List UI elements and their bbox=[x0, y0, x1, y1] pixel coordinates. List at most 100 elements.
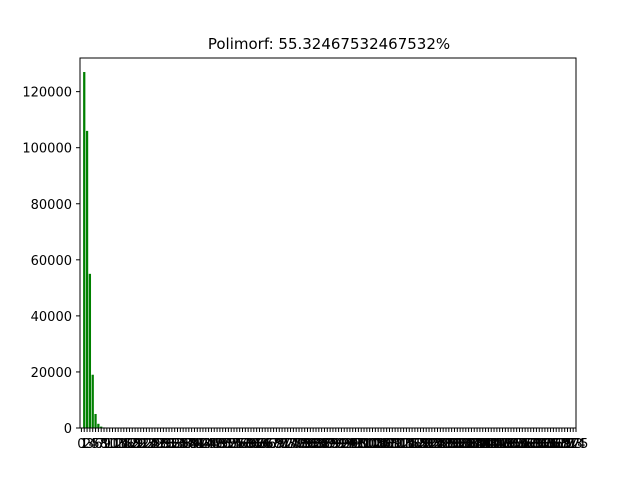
x-tick-label: 125 bbox=[422, 437, 447, 452]
x-tick-label: 120 bbox=[408, 437, 433, 452]
x-tick-label: 4 bbox=[89, 437, 97, 452]
x-tick-label: 49 bbox=[212, 437, 229, 452]
x-tick-label: 130 bbox=[436, 437, 461, 452]
x-tick-label: 58 bbox=[237, 437, 254, 452]
x-tick-label: 43 bbox=[195, 437, 212, 452]
x-tick-label: 70 bbox=[271, 437, 288, 452]
x-tick-label: 31 bbox=[161, 437, 178, 452]
x-tick-label: 170 bbox=[549, 437, 574, 452]
bar-3 bbox=[88, 273, 92, 428]
x-tick-label: 94 bbox=[339, 437, 356, 452]
x-tick-label: 173 bbox=[558, 437, 583, 452]
x-tick-label: 26 bbox=[147, 437, 164, 452]
x-tick-label: 46 bbox=[203, 437, 220, 452]
x-tick-label: 156 bbox=[510, 437, 535, 452]
x-tick-label: 105 bbox=[366, 437, 391, 452]
x-tick-label: 50 bbox=[214, 437, 231, 452]
plot-frame bbox=[79, 57, 577, 429]
x-tick-label: 34 bbox=[169, 437, 186, 452]
x-tick-label: 121 bbox=[411, 437, 436, 452]
x-tick-label: 72 bbox=[277, 437, 294, 452]
x-tick-label: 174 bbox=[561, 437, 586, 452]
x-tick-label: 38 bbox=[181, 437, 198, 452]
x-tick-label: 135 bbox=[451, 437, 476, 452]
x-tick-label: 133 bbox=[445, 437, 470, 452]
y-tick-label: 60000 bbox=[31, 254, 72, 269]
y-tick-label: 100000 bbox=[22, 142, 72, 157]
x-tick-label: 131 bbox=[439, 437, 464, 452]
x-tick-label: 42 bbox=[192, 437, 209, 452]
x-tick-label: 90 bbox=[327, 437, 344, 452]
x-tick-label: 113 bbox=[388, 437, 413, 452]
x-tick-label: 118 bbox=[402, 437, 427, 452]
x-tick-label: 115 bbox=[394, 437, 419, 452]
x-tick-label: 11 bbox=[104, 437, 121, 452]
bar-5 bbox=[94, 413, 97, 428]
x-tick-label: 171 bbox=[552, 437, 577, 452]
bar-4 bbox=[91, 374, 94, 428]
x-tick-label: 124 bbox=[419, 437, 444, 452]
x-tick-label: 74 bbox=[282, 437, 299, 452]
x-tick-label: 169 bbox=[547, 437, 572, 452]
x-tick-label: 154 bbox=[504, 437, 529, 452]
y-tick-label: 40000 bbox=[31, 310, 72, 325]
x-tick-label: 71 bbox=[274, 437, 291, 452]
x-tick-label: 119 bbox=[405, 437, 430, 452]
x-tick-label: 61 bbox=[246, 437, 263, 452]
x-tick-label: 100 bbox=[352, 437, 377, 452]
x-tick-label: 32 bbox=[164, 437, 181, 452]
y-tick-label: 80000 bbox=[31, 198, 72, 213]
x-tick-label: 14 bbox=[113, 437, 130, 452]
x-tick-label: 10 bbox=[101, 437, 118, 452]
x-tick-label: 56 bbox=[231, 437, 248, 452]
x-tick-label: 112 bbox=[386, 437, 411, 452]
x-tick-label: 175 bbox=[564, 437, 589, 452]
x-tick-label: 52 bbox=[220, 437, 237, 452]
x-tick-label: 129 bbox=[434, 437, 459, 452]
x-tick-label: 114 bbox=[391, 437, 416, 452]
x-tick-label: 155 bbox=[507, 437, 532, 452]
x-tick-label: 19 bbox=[127, 437, 144, 452]
x-tick-label: 28 bbox=[152, 437, 169, 452]
x-tick-label: 7 bbox=[97, 437, 105, 452]
x-tick-label: 111 bbox=[383, 437, 408, 452]
x-tick-label: 82 bbox=[305, 437, 322, 452]
x-tick-label: 146 bbox=[482, 437, 507, 452]
x-tick-label: 44 bbox=[197, 437, 214, 452]
x-tick-label: 57 bbox=[234, 437, 251, 452]
x-tick-label: 21 bbox=[132, 437, 149, 452]
plot-area bbox=[80, 58, 576, 428]
x-tick-label: 83 bbox=[308, 437, 325, 452]
x-tick-label: 66 bbox=[260, 437, 277, 452]
x-tick-label: 132 bbox=[442, 437, 467, 452]
x-tick-label: 55 bbox=[229, 437, 246, 452]
x-tick-label: 16 bbox=[118, 437, 135, 452]
x-tick-label: 149 bbox=[490, 437, 515, 452]
x-tick-label: 99 bbox=[353, 437, 370, 452]
x-tick-label: 157 bbox=[513, 437, 538, 452]
bar-1 bbox=[83, 72, 86, 429]
x-tick-label: 80 bbox=[299, 437, 316, 452]
x-tick-label: 164 bbox=[532, 437, 557, 452]
x-tick-label: 161 bbox=[524, 437, 549, 452]
x-tick-label: 36 bbox=[175, 437, 192, 452]
x-tick-label: 95 bbox=[342, 437, 359, 452]
x-tick-label: 151 bbox=[496, 437, 521, 452]
x-tick-label: 29 bbox=[155, 437, 172, 452]
x-tick-label: 96 bbox=[344, 437, 361, 452]
x-tick-label: 167 bbox=[541, 437, 566, 452]
x-tick-label: 76 bbox=[288, 437, 305, 452]
y-tick-label: 20000 bbox=[31, 366, 72, 381]
x-tick-label: 153 bbox=[501, 437, 526, 452]
x-tick-label: 106 bbox=[369, 437, 394, 452]
x-tick-label: 5 bbox=[91, 437, 99, 452]
x-tick-label: 60 bbox=[243, 437, 260, 452]
x-tick-label: 25 bbox=[144, 437, 161, 452]
x-tick-label: 22 bbox=[135, 437, 152, 452]
y-axis-ticks: 0 20000 40000 60000 80000 100000 120000 bbox=[22, 86, 80, 437]
x-tick-label: 109 bbox=[377, 437, 402, 452]
x-tick-label: 107 bbox=[371, 437, 396, 452]
chart-title: Polimorf: 55.32467532467532% bbox=[208, 35, 450, 53]
x-tick-label: 63 bbox=[251, 437, 268, 452]
